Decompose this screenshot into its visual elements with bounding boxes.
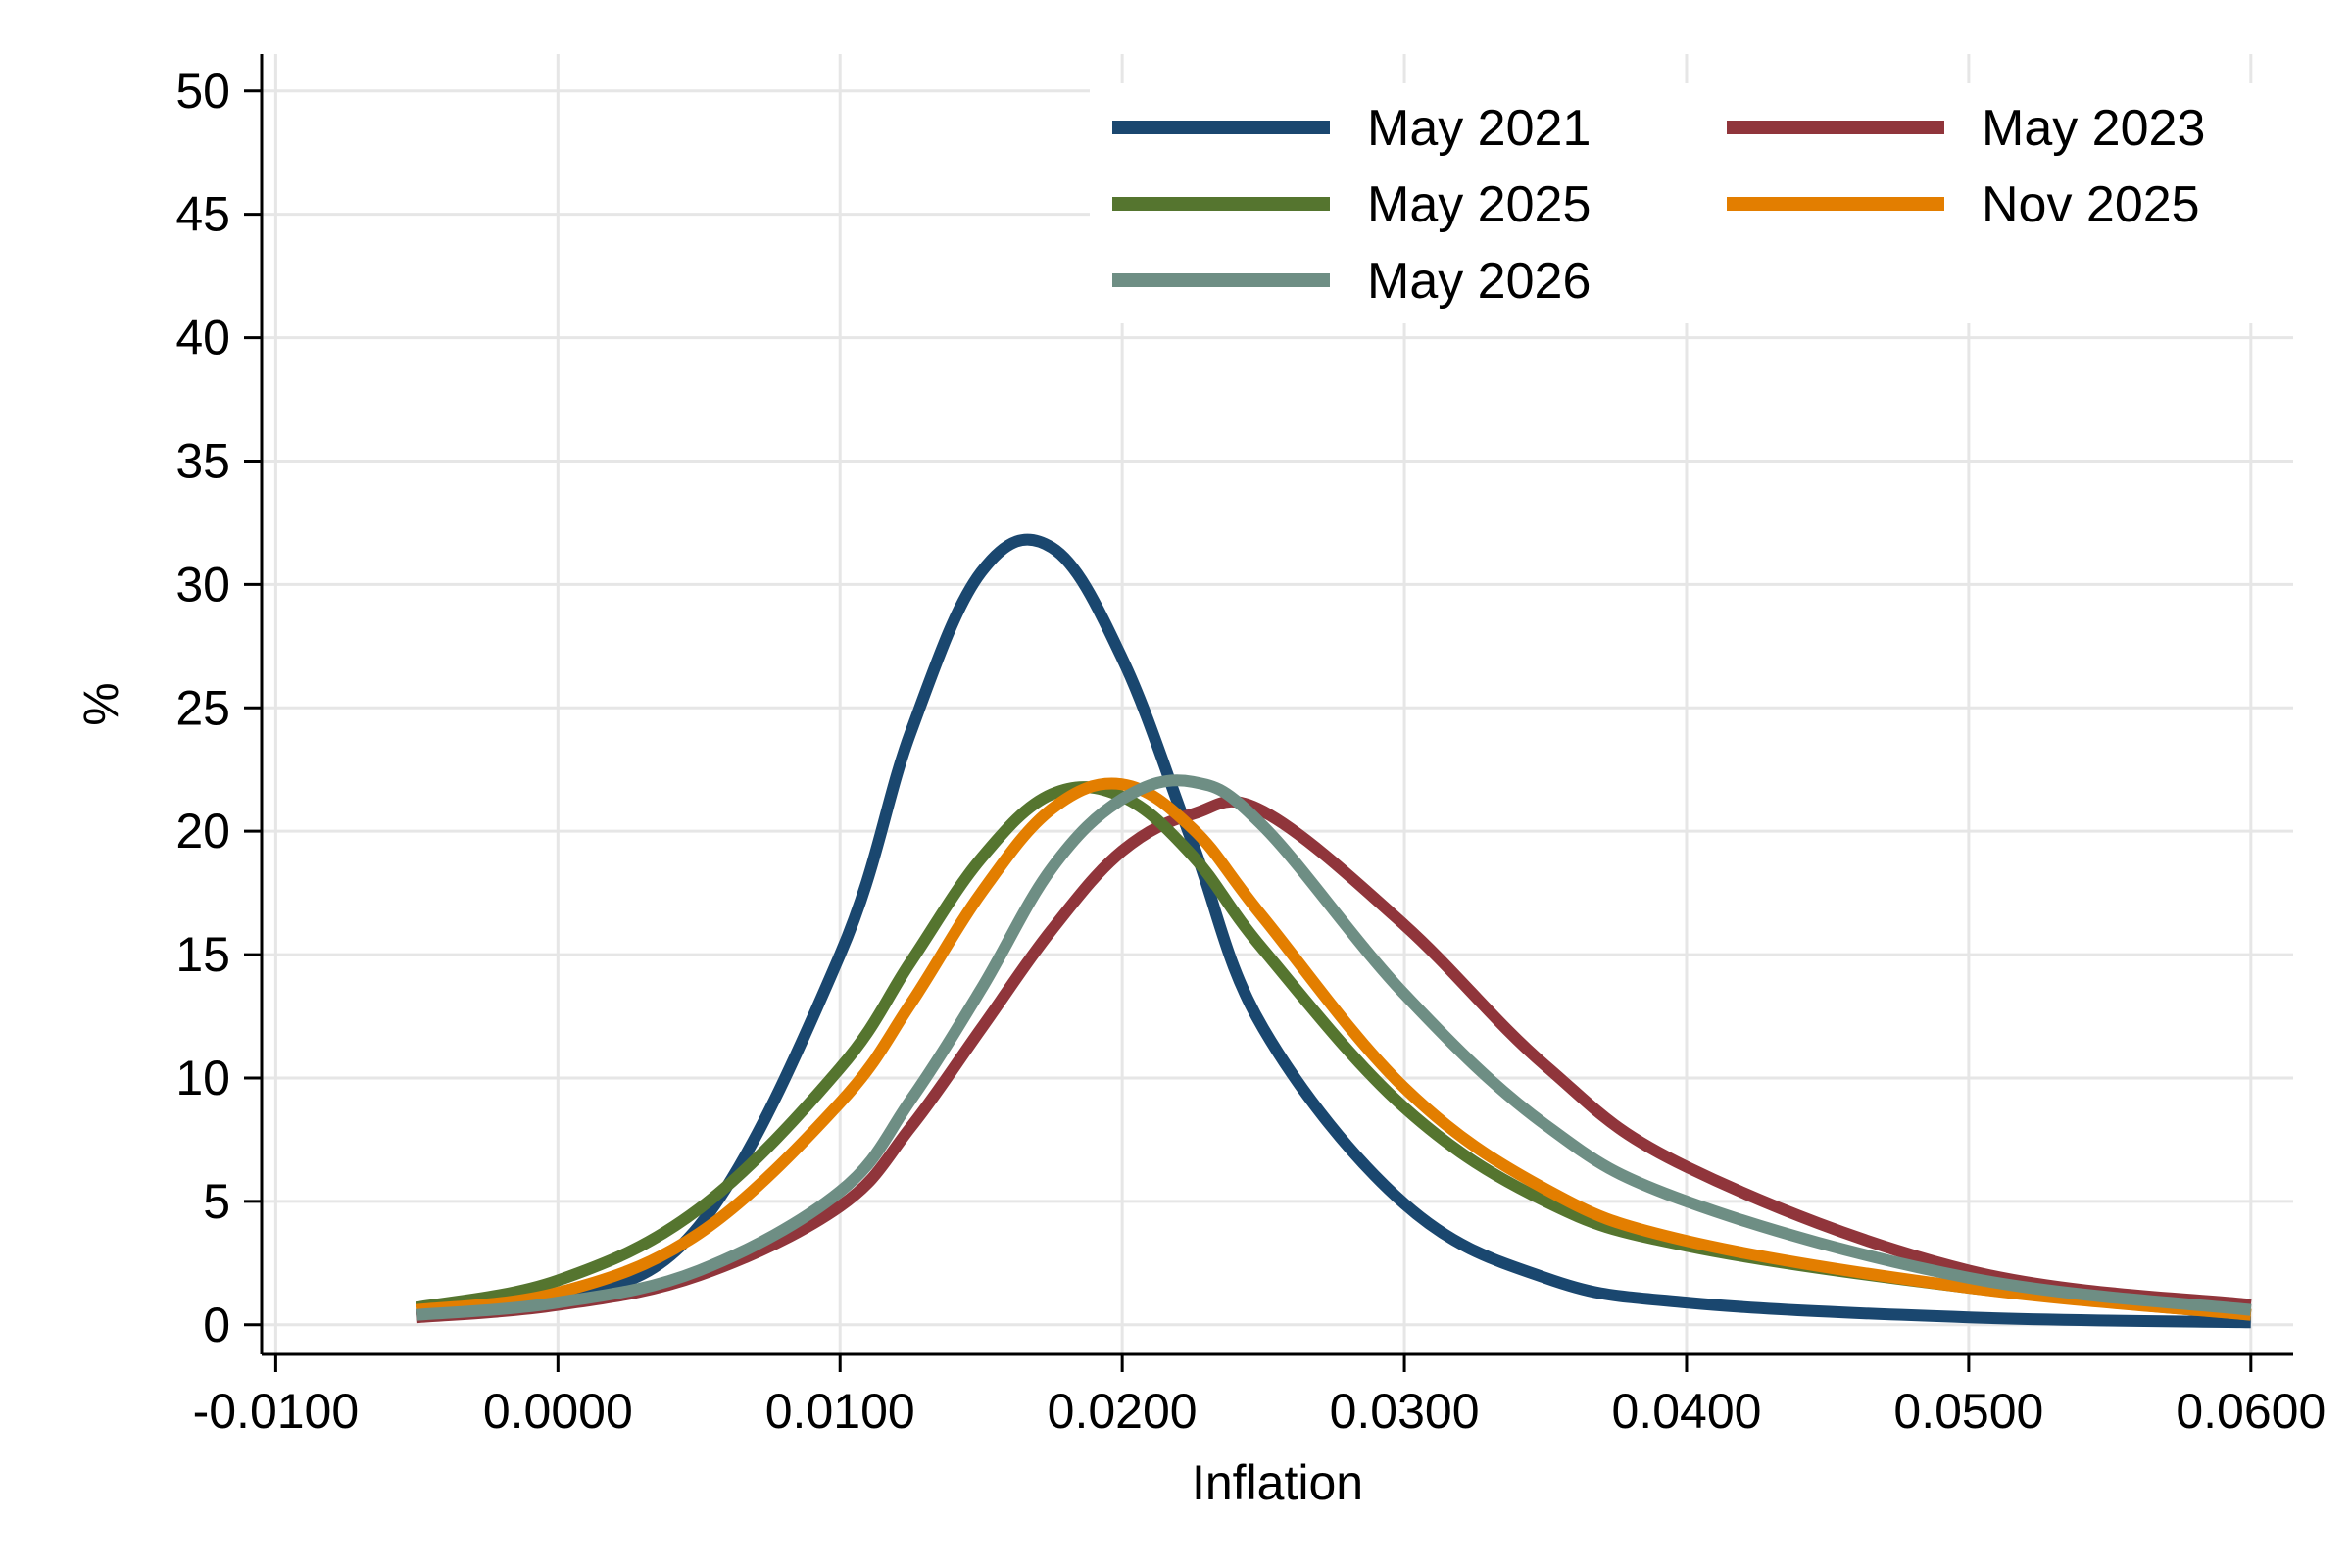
x-tick-label: 0.0200 — [1048, 1384, 1198, 1439]
series-line-nov-2025 — [416, 777, 2252, 1321]
series-line-may-2026 — [416, 774, 2252, 1321]
y-tick-label: 15 — [175, 927, 230, 982]
y-tick-label: 25 — [175, 680, 230, 735]
x-axis-title: Inflation — [1192, 1455, 1363, 1510]
legend-label: May 2026 — [1367, 253, 1591, 310]
y-tick-label: 5 — [203, 1174, 230, 1229]
x-tick-label: -0.0100 — [193, 1384, 360, 1439]
series-line-may-2021 — [416, 533, 2251, 1329]
y-tick-label: 0 — [203, 1298, 230, 1352]
y-tick-label: 35 — [175, 433, 230, 488]
y-tick-label: 45 — [175, 187, 230, 242]
x-tick-label: 0.0400 — [1612, 1384, 1762, 1439]
legend-label: Nov 2025 — [1982, 176, 2200, 233]
axes: -0.0100 0.0000 0.0100 0.0200 0.0300 0.0400 0.0… — [175, 54, 2326, 1439]
x-tick-label: 0.0000 — [483, 1384, 633, 1439]
legend: May 2021 May 2023 May 2025 Nov 2025 May 2026 — [1090, 83, 2293, 323]
y-axis-title: % — [74, 682, 128, 725]
y-tick-label: 30 — [175, 557, 230, 612]
legend-label: May 2025 — [1367, 176, 1591, 233]
legend-label: May 2021 — [1367, 100, 1591, 157]
legend-label: May 2023 — [1982, 100, 2205, 157]
y-tick-label: 40 — [175, 311, 230, 366]
series-layer — [416, 533, 2252, 1329]
y-tick-label: 20 — [175, 804, 230, 858]
y-tick-label: 50 — [175, 64, 230, 119]
x-tick-label: 0.0100 — [765, 1384, 915, 1439]
y-tick-label: 10 — [175, 1051, 230, 1105]
x-tick-label: 0.0500 — [1893, 1384, 2043, 1439]
x-tick-label: 0.0300 — [1330, 1384, 1480, 1439]
x-tick-label: 0.0600 — [2176, 1384, 2326, 1439]
